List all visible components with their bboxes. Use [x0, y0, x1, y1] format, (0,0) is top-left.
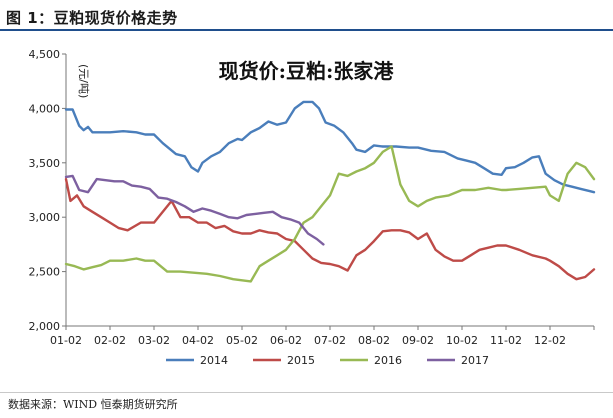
series-line-2015 — [64, 177, 596, 281]
y-tick-label: 3,000 — [29, 211, 61, 224]
x-tick-label: 10-02 — [446, 334, 478, 347]
y-axis: 2,000 2,500 3,000 3,500 4,000 4,500 — [29, 48, 67, 333]
series-line-2017 — [64, 174, 325, 246]
y-tick-label: 4,500 — [29, 48, 61, 61]
figure-title: 图 1：豆粕现货价格走势 — [6, 9, 178, 27]
y-tick-label: 3,500 — [29, 157, 61, 170]
y-tick-label: 2,000 — [29, 320, 61, 333]
legend-label-2017: 2017 — [461, 354, 489, 367]
y-tick-label: 2,500 — [29, 266, 61, 279]
legend-label-2016: 2016 — [374, 354, 402, 367]
x-axis: 01-02 02-02 03-02 04-02 05-02 06-02 07-02 08-02… — [50, 325, 595, 347]
x-tick-label: 03-02 — [138, 334, 170, 347]
chart-title: 现货价:豆粕:张家港 — [219, 59, 395, 83]
plot-lines — [64, 100, 596, 283]
x-tick-label: 11-02 — [490, 334, 522, 347]
y-tick-label: 4,000 — [29, 102, 61, 115]
y-axis-label: (元/吨) — [77, 64, 90, 98]
source-note: 数据来源：WIND 恒泰期货研究所 — [8, 398, 178, 411]
title-rule — [0, 29, 613, 31]
x-tick-label: 07-02 — [314, 334, 346, 347]
legend-label-2014: 2014 — [200, 354, 228, 367]
x-tick-label: 08-02 — [358, 334, 390, 347]
legend: 2014 2015 2016 2017 — [166, 354, 489, 367]
x-tick-label: 05-02 — [226, 334, 258, 347]
figure-header: 图 1：豆粕现货价格走势 — [0, 0, 613, 31]
series-line-2016 — [64, 145, 596, 283]
x-tick-label: 04-02 — [182, 334, 214, 347]
legend-label-2015: 2015 — [287, 354, 315, 367]
x-tick-label: 02-02 — [94, 334, 126, 347]
x-tick-label: 09-02 — [402, 334, 434, 347]
chart: 2,000 2,500 3,000 3,500 4,000 4,500 01-02 02-0… — [29, 48, 596, 367]
series-line-2014 — [64, 100, 596, 194]
x-tick-label: 01-02 — [50, 334, 82, 347]
footer-rule — [0, 392, 613, 393]
x-tick-label: 06-02 — [270, 334, 302, 347]
x-tick-label: 12-02 — [534, 334, 566, 347]
